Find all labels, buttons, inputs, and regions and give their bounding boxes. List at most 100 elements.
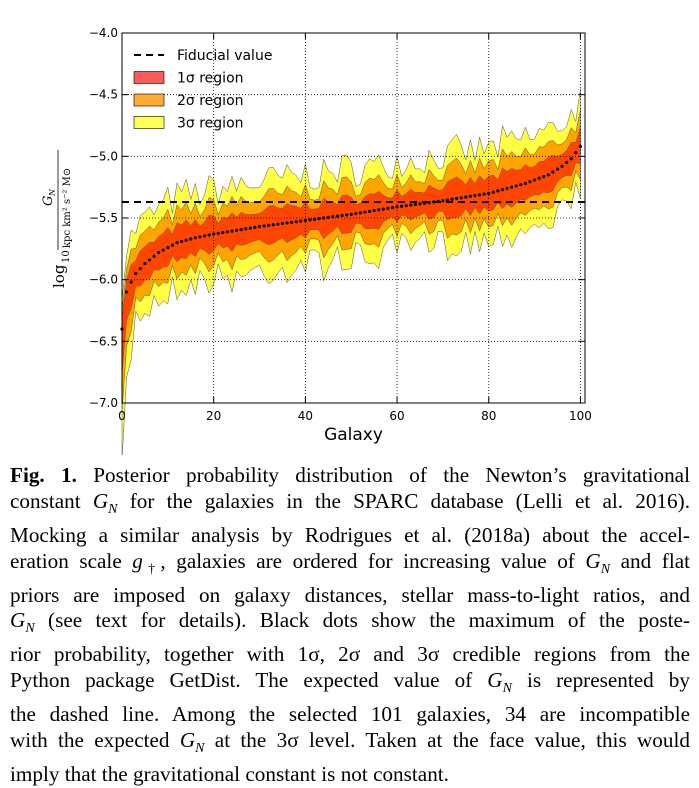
caption-line: Fig. 1. Posterior probability distributi… — [10, 463, 690, 487]
median-dot — [257, 225, 262, 229]
median-dot — [455, 196, 459, 201]
median-dot — [459, 196, 463, 200]
median-dot — [331, 215, 335, 219]
median-dot — [482, 192, 486, 196]
median-dot — [143, 262, 147, 266]
grid-lines — [122, 33, 585, 403]
maximum-posterior-dots — [120, 144, 583, 331]
x-tick-label: 60 — [389, 409, 404, 423]
median-dot — [404, 204, 408, 208]
median-dot — [432, 200, 436, 204]
legend-swatch — [133, 71, 165, 84]
median-dot — [230, 229, 234, 233]
median-dot — [491, 190, 495, 194]
median-dot — [390, 206, 395, 210]
caption-line: Mocking a similar analysis by Rodrigues … — [10, 522, 690, 547]
x-axis-label: Galaxy — [324, 425, 383, 445]
median-dot — [349, 212, 353, 216]
y-label-log-base: 10 — [61, 250, 72, 263]
median-dot — [546, 173, 550, 177]
legend-swatch — [133, 116, 165, 129]
three-sigma-band — [121, 88, 581, 455]
median-dot — [427, 200, 431, 205]
x-tick-label: 80 — [481, 409, 496, 423]
median-dot — [542, 174, 546, 179]
median-dot — [487, 191, 491, 195]
median-dot — [386, 206, 390, 210]
y-tick-label: −6.0 — [89, 273, 118, 287]
median-dot — [565, 160, 569, 165]
x-tick-label: 100 — [569, 409, 592, 423]
median-dot — [276, 222, 280, 226]
credible-regions — [121, 88, 581, 455]
median-dot — [367, 209, 372, 213]
median-dot — [510, 185, 514, 189]
median-dot — [523, 181, 528, 186]
median-dot — [413, 202, 417, 207]
median-dot — [514, 184, 518, 188]
median-dot — [239, 227, 243, 232]
y-label-numerator: G — [41, 196, 56, 206]
caption-line: the dashed line. Among the selected 101 … — [10, 702, 690, 727]
median-dot — [248, 226, 252, 230]
caption-line: with the expected GN at the 3σ level. Ta… — [10, 728, 690, 757]
median-dot — [129, 280, 133, 284]
median-dot — [262, 224, 266, 228]
legend-label: 2σ region — [177, 93, 244, 109]
median-dot — [280, 221, 285, 226]
median-dot — [363, 210, 367, 214]
median-dot — [207, 233, 211, 237]
median-dot — [138, 266, 142, 271]
x-tick-label: 40 — [298, 409, 313, 423]
median-dot — [473, 193, 477, 198]
median-dot — [170, 243, 175, 247]
median-dot — [335, 214, 340, 218]
median-dot — [312, 217, 317, 221]
caption-line: eration scale g†, galaxies are ordered f… — [10, 548, 690, 577]
legend-label: 3σ region — [177, 116, 244, 132]
median-dot — [161, 248, 165, 252]
median-dot — [377, 208, 381, 212]
x-tick-label: 0 — [118, 409, 126, 423]
median-dot — [381, 207, 385, 211]
median-dot — [225, 230, 230, 234]
median-dot — [317, 217, 321, 221]
median-dot — [519, 183, 523, 187]
caption-line: GN (see text for details). Black dots sh… — [10, 608, 690, 637]
median-dot — [124, 290, 129, 294]
median-dot — [574, 151, 578, 155]
median-dot — [202, 234, 207, 238]
median-dot — [464, 195, 468, 199]
median-dot — [303, 218, 307, 223]
median-dot — [422, 201, 427, 205]
median-dot — [244, 227, 248, 231]
median-dot — [216, 231, 220, 235]
figure-caption: Fig. 1. Posterior probability distributi… — [10, 463, 690, 788]
median-dot — [395, 205, 399, 209]
legend-swatch — [133, 93, 165, 107]
median-dot — [528, 180, 532, 184]
median-dot — [166, 246, 170, 250]
y-tick-label: −7.0 — [89, 396, 118, 410]
median-dot — [354, 211, 358, 216]
median-dot — [147, 258, 152, 262]
y-tick-label: −4.0 — [89, 26, 118, 40]
x-tick-label: 20 — [206, 409, 221, 423]
median-dot — [253, 225, 257, 229]
median-dot — [134, 271, 138, 276]
y-tick-label: −6.5 — [89, 334, 118, 348]
median-dot — [450, 197, 454, 201]
median-dot — [193, 236, 197, 240]
median-dot — [569, 157, 573, 161]
median-dot — [409, 203, 413, 207]
median-dot — [285, 221, 289, 225]
median-dot — [326, 215, 330, 219]
median-dot — [496, 189, 500, 193]
median-dot — [290, 220, 294, 224]
median-dot — [189, 237, 193, 241]
median-dot — [157, 250, 161, 255]
median-dot — [152, 254, 156, 258]
median-dot — [468, 194, 472, 198]
median-dot — [537, 176, 541, 180]
